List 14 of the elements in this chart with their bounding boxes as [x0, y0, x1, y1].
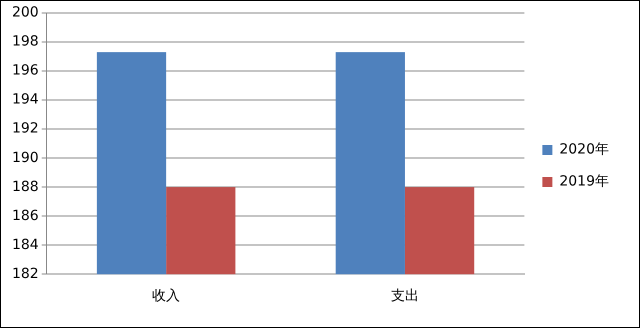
y-tick-label: 194: [12, 92, 39, 108]
y-tick-label: 184: [12, 236, 39, 253]
y-tick-label: 188: [12, 178, 39, 195]
legend-label: 2020年: [559, 142, 610, 158]
y-tick-label: 182: [12, 266, 39, 282]
x-tick-label: 支出: [390, 288, 419, 304]
y-tick-label: 186: [12, 208, 39, 224]
y-tick-label: 196: [12, 62, 39, 79]
y-tick-label: 198: [12, 34, 39, 50]
y-tick-label: 200: [12, 4, 39, 21]
y-tick-label: 190: [12, 150, 39, 166]
x-tick-label: 收入: [152, 288, 180, 304]
legend-label: 2019年: [559, 174, 610, 190]
y-tick-label: 192: [12, 120, 39, 137]
